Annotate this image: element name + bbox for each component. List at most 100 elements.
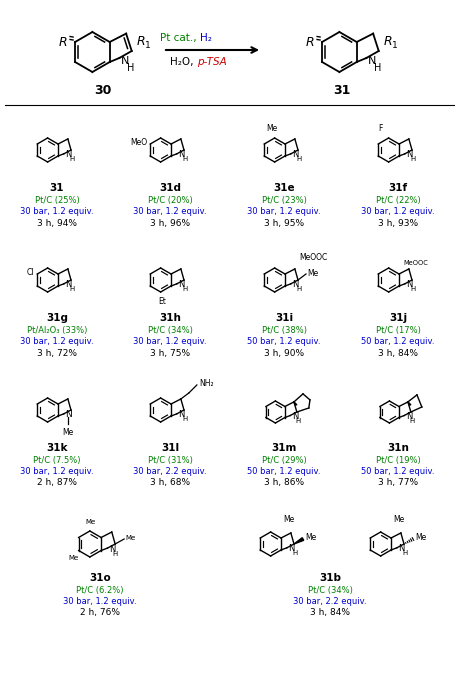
Text: H: H [182, 417, 188, 422]
Text: N: N [292, 412, 298, 421]
Text: N: N [121, 56, 130, 66]
Text: H: H [402, 550, 408, 556]
Text: Et: Et [159, 297, 167, 306]
Text: H₂O,: H₂O, [170, 57, 197, 67]
Text: N: N [65, 151, 72, 160]
Text: 31n: 31n [387, 443, 409, 453]
Text: F: F [379, 124, 383, 133]
Polygon shape [408, 402, 411, 405]
Text: 3 h, 96%: 3 h, 96% [150, 218, 190, 227]
Text: R: R [306, 35, 314, 48]
Text: 3 h, 68%: 3 h, 68% [150, 478, 190, 487]
Text: H: H [296, 418, 301, 424]
Text: N: N [406, 281, 413, 290]
Text: 3 h, 75%: 3 h, 75% [150, 348, 190, 357]
Text: 31o: 31o [89, 573, 111, 583]
Text: Me: Me [266, 124, 277, 133]
Text: 50 bar, 1.2 equiv.: 50 bar, 1.2 equiv. [361, 337, 435, 346]
Text: R: R [59, 35, 67, 48]
Text: 31d: 31d [159, 183, 181, 193]
Text: N: N [178, 281, 185, 290]
Text: Me: Me [283, 515, 295, 524]
Text: 3 h, 93%: 3 h, 93% [378, 218, 418, 227]
Text: 31f: 31f [388, 183, 408, 193]
Text: 31m: 31m [271, 443, 297, 453]
Text: N: N [288, 545, 295, 553]
Text: H: H [410, 286, 415, 292]
Text: Pt/C (20%): Pt/C (20%) [148, 196, 192, 205]
Text: 2 h, 76%: 2 h, 76% [80, 609, 120, 618]
Text: 31i: 31i [275, 313, 293, 323]
Text: 31j: 31j [389, 313, 407, 323]
Text: 30 bar, 1.2 equiv.: 30 bar, 1.2 equiv. [20, 207, 94, 216]
Text: 1: 1 [145, 41, 151, 50]
Text: MeOOC: MeOOC [403, 260, 428, 266]
Text: 50 bar, 1.2 equiv.: 50 bar, 1.2 equiv. [247, 466, 321, 475]
Text: H₂: H₂ [200, 33, 212, 43]
Text: 31: 31 [333, 84, 351, 97]
Text: Pt/C (19%): Pt/C (19%) [375, 455, 420, 464]
Text: 30 bar, 1.2 equiv.: 30 bar, 1.2 equiv. [20, 337, 94, 346]
Text: 31: 31 [50, 183, 64, 193]
Text: MeOOC: MeOOC [299, 252, 327, 261]
Text: R: R [137, 35, 146, 48]
Text: 3 h, 77%: 3 h, 77% [378, 478, 418, 487]
Text: H: H [127, 63, 134, 73]
Text: H: H [297, 156, 302, 162]
Text: Pt/C (34%): Pt/C (34%) [147, 325, 192, 334]
Text: H: H [69, 156, 74, 162]
Text: H: H [182, 286, 188, 292]
Text: Pt/C (7.5%): Pt/C (7.5%) [33, 455, 81, 464]
Polygon shape [294, 402, 297, 405]
Text: 3 h, 94%: 3 h, 94% [37, 218, 77, 227]
Text: Pt cat.,: Pt cat., [160, 33, 200, 43]
Text: 1: 1 [392, 41, 397, 50]
Polygon shape [294, 538, 304, 544]
Text: NH₂: NH₂ [199, 379, 213, 388]
Text: N: N [292, 151, 299, 160]
Text: Me: Me [68, 556, 79, 562]
Text: Pt/C (22%): Pt/C (22%) [375, 196, 420, 205]
Text: 31k: 31k [46, 443, 68, 453]
Text: Pt/C (6.2%): Pt/C (6.2%) [76, 585, 124, 594]
Text: 3 h, 95%: 3 h, 95% [264, 218, 304, 227]
Text: 30 bar, 2.2 equiv.: 30 bar, 2.2 equiv. [293, 596, 367, 605]
Text: 31b: 31b [319, 573, 341, 583]
Text: H: H [113, 551, 118, 557]
Text: p-TSA: p-TSA [197, 57, 227, 67]
Text: 3 h, 90%: 3 h, 90% [264, 348, 304, 357]
Text: 31l: 31l [161, 443, 179, 453]
Text: N: N [398, 545, 405, 553]
Text: N: N [368, 56, 377, 66]
Text: N: N [178, 410, 185, 419]
Text: 30 bar, 1.2 equiv.: 30 bar, 1.2 equiv. [133, 337, 207, 346]
Text: Me: Me [305, 533, 316, 542]
Text: H: H [182, 156, 188, 162]
Text: H: H [410, 156, 415, 162]
Text: 50 bar, 1.2 equiv.: 50 bar, 1.2 equiv. [361, 466, 435, 475]
Text: H: H [410, 418, 415, 424]
Text: R: R [384, 35, 392, 48]
Text: Cl: Cl [27, 267, 34, 276]
Text: Pt/Al₂O₃ (33%): Pt/Al₂O₃ (33%) [27, 325, 87, 334]
Text: Me: Me [86, 519, 96, 525]
Text: Me: Me [415, 533, 426, 542]
Text: 3 h, 84%: 3 h, 84% [378, 348, 418, 357]
Text: H: H [297, 286, 302, 292]
Text: H: H [375, 63, 382, 73]
Text: 31g: 31g [46, 313, 68, 323]
Text: Pt/C (23%): Pt/C (23%) [262, 196, 307, 205]
Text: 30 bar, 1.2 equiv.: 30 bar, 1.2 equiv. [247, 207, 321, 216]
Text: N: N [406, 412, 412, 421]
Text: MeO: MeO [130, 138, 147, 146]
Text: 50 bar, 1.2 equiv.: 50 bar, 1.2 equiv. [247, 337, 321, 346]
Text: 31e: 31e [273, 183, 295, 193]
Text: 30 bar, 1.2 equiv.: 30 bar, 1.2 equiv. [361, 207, 435, 216]
Text: Pt/C (17%): Pt/C (17%) [375, 325, 420, 334]
Text: N: N [292, 281, 299, 290]
Text: 30 bar, 1.2 equiv.: 30 bar, 1.2 equiv. [63, 596, 137, 605]
Text: N: N [65, 410, 72, 419]
Text: 3 h, 72%: 3 h, 72% [37, 348, 77, 357]
Text: N: N [406, 151, 413, 160]
Text: N: N [178, 151, 185, 160]
